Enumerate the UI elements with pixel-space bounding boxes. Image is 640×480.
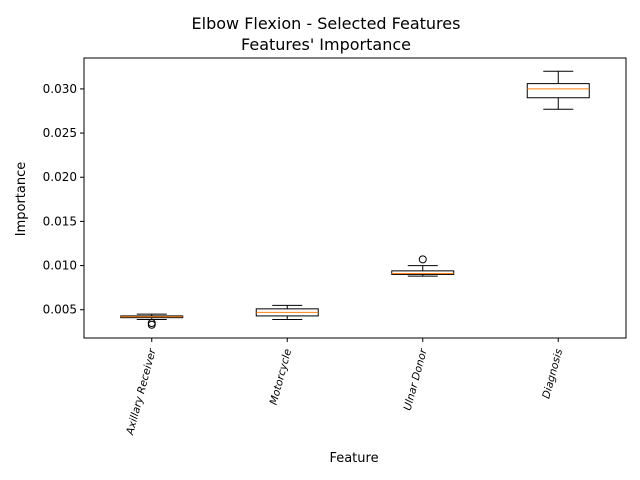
x-tick-label: Ulnar Donor: [402, 347, 430, 412]
chart-title-line2: Features' Importance: [241, 35, 411, 54]
plot-area: 0.005 0.010 0.015 0.020 0.025 0.030 Axillary R…: [43, 57, 627, 437]
x-tick-label: Motorcycle: [268, 348, 294, 407]
y-tick-label: 0.010: [43, 259, 77, 273]
y-tick-label: 0.025: [43, 126, 77, 140]
box-iqr: [391, 270, 455, 275]
y-axis-label: Importance: [14, 162, 29, 237]
y-tick-label: 0.005: [43, 303, 77, 317]
x-tick-label: Diagnosis: [540, 347, 565, 400]
x-axis-label: Feature: [329, 451, 378, 466]
outlier-point: [418, 255, 427, 264]
axes-frame: [83, 57, 627, 339]
y-tick-label: 0.020: [43, 170, 77, 184]
chart-title-line1: Elbow Flexion - Selected Features: [192, 14, 461, 33]
y-tick-label: 0.015: [43, 214, 77, 228]
y-tick-label: 0.030: [43, 82, 77, 96]
box-iqr: [526, 83, 590, 99]
outlier-point: [147, 320, 156, 329]
x-tick-label: Axillary Receiver: [124, 347, 159, 437]
